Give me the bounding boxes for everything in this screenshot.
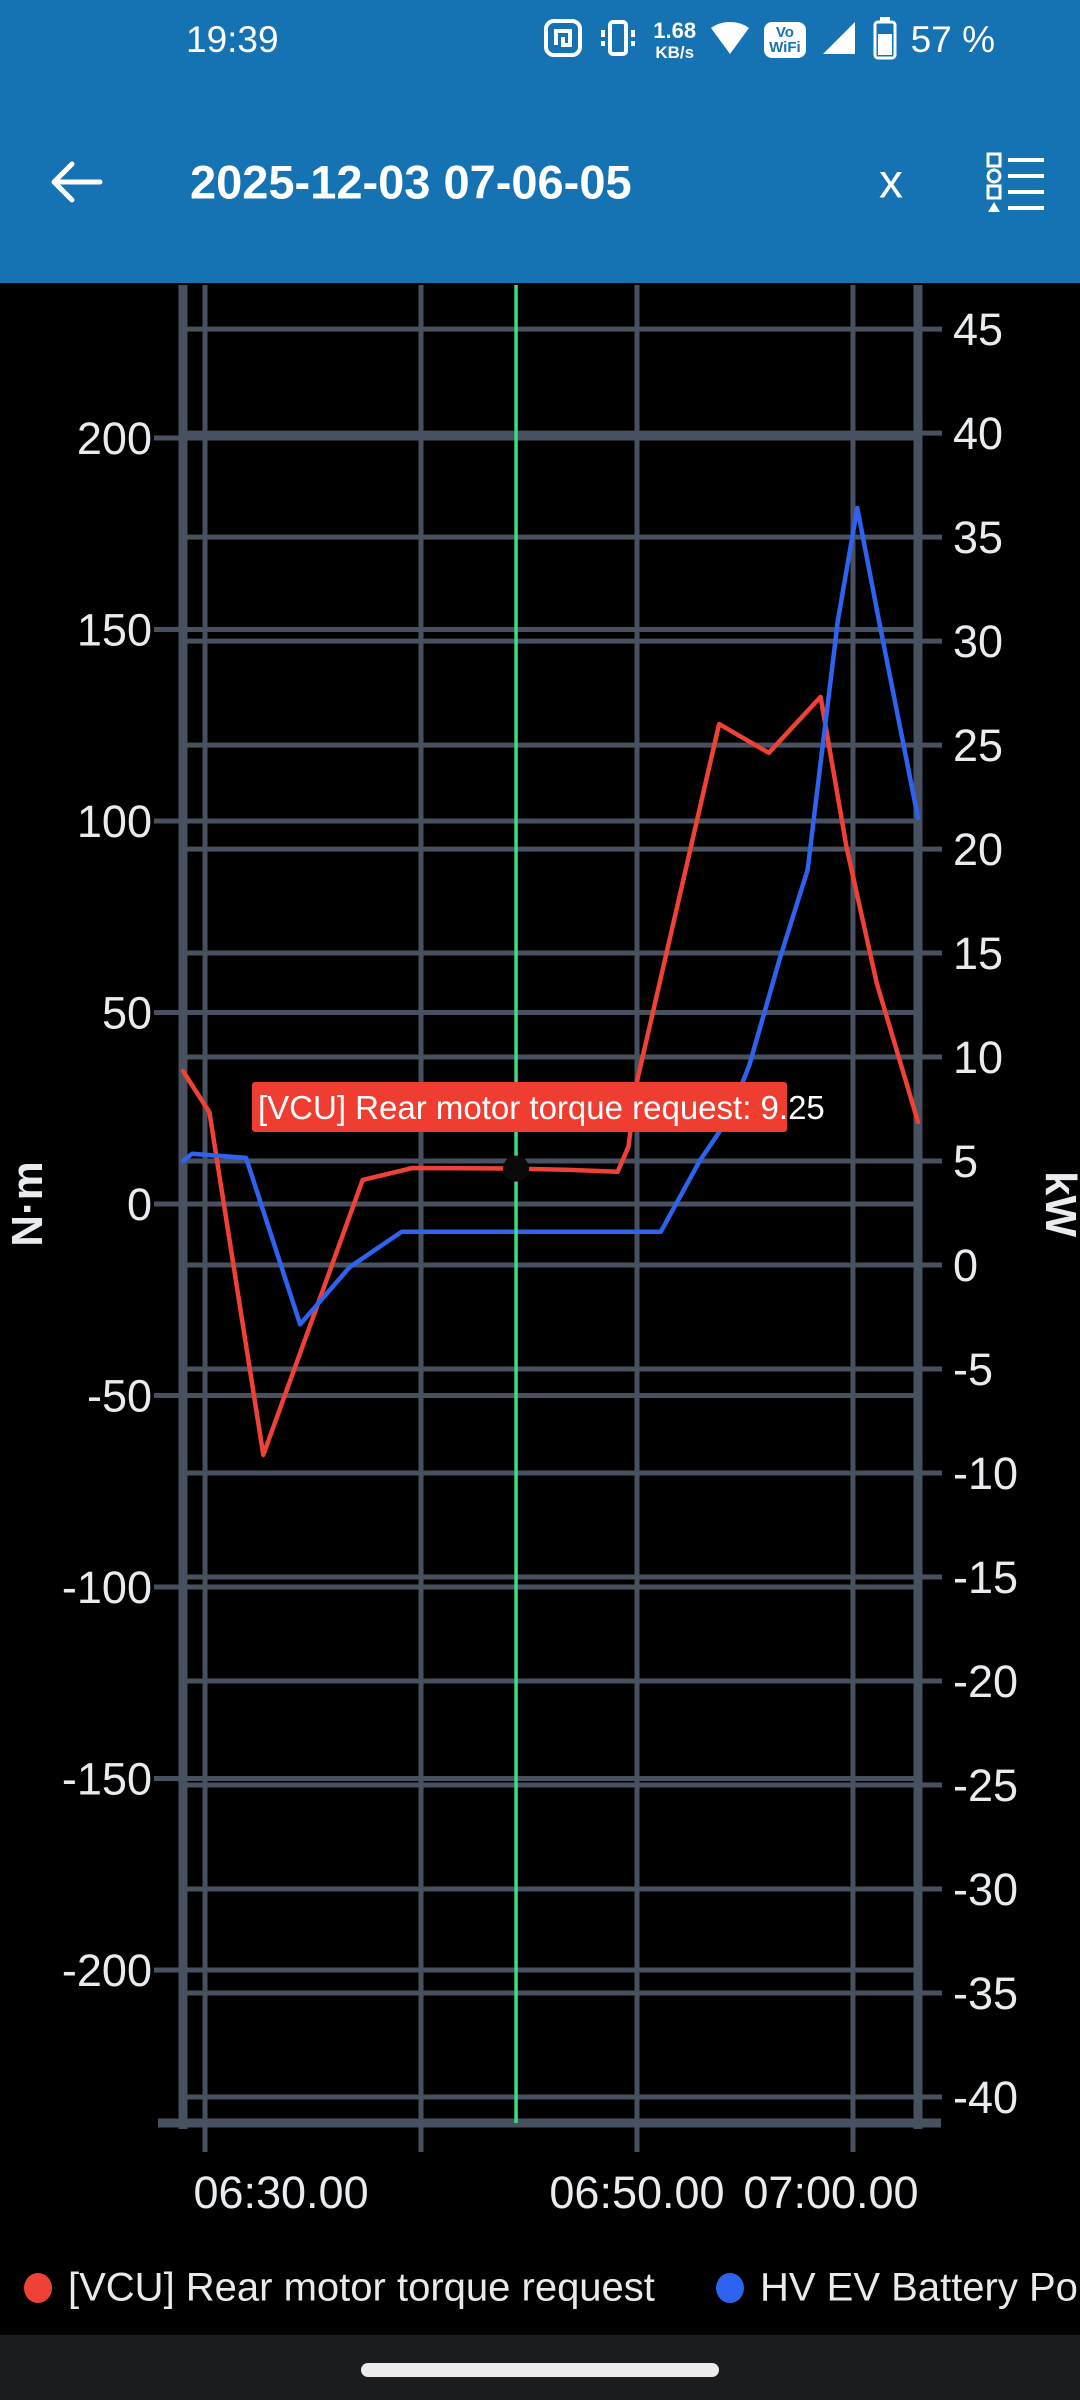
- y-right-tick-label: -5: [953, 1344, 993, 1395]
- network-speed: 1.68 KB/s: [653, 17, 697, 62]
- legend-item-torque[interactable]: [VCU] Rear motor torque request: [68, 2265, 655, 2309]
- nfc-icon: [543, 18, 583, 63]
- y-right-tick-label: 35: [953, 512, 1003, 563]
- y-left-axis-title: N·m: [3, 1161, 52, 1247]
- series-line-0[interactable]: [180, 694, 921, 1458]
- y-right-tick-label: -15: [953, 1552, 1018, 1603]
- y-left-tick-label: 100: [77, 796, 152, 847]
- vibrate-icon: [596, 16, 640, 65]
- y-right-tick-label: -20: [953, 1656, 1018, 1707]
- cursor-marker-dot[interactable]: [503, 1155, 530, 1182]
- y-right-tick-label: 15: [953, 928, 1003, 979]
- network-speed-unit: KB/s: [655, 42, 695, 62]
- status-bar: 19:39 1.68 KB/s Vo WiFi: [0, 0, 1080, 80]
- arrow-left-icon: [51, 161, 103, 202]
- legend-dot-blue: [716, 2272, 744, 2303]
- y-right-tick-label: 30: [953, 616, 1003, 667]
- gesture-nav-handle[interactable]: [361, 2363, 719, 2377]
- x-tick-label: 07:00.00: [743, 2167, 918, 2218]
- vowifi-line2: WiFi: [769, 39, 801, 56]
- y-right-tick-label: -10: [953, 1448, 1018, 1499]
- y-right-tick-label: -30: [953, 1864, 1018, 1915]
- tooltip-text: [VCU] Rear motor torque request: 9.25: [258, 1089, 825, 1126]
- y-left-tick-label: -50: [87, 1370, 152, 1421]
- y-right-tick-label: 0: [953, 1240, 978, 1291]
- y-left-tick-label: 0: [127, 1179, 152, 1230]
- chart-svg[interactable]: 200150100500-50-100-150-2004540353025201…: [0, 283, 1080, 2240]
- y-right-tick-label: -40: [953, 2072, 1018, 2123]
- y-right-tick-label: 10: [953, 1032, 1003, 1083]
- y-right-tick-label: 5: [953, 1136, 978, 1187]
- vowifi-line1: Vo: [775, 24, 794, 41]
- wifi-icon: [709, 20, 751, 61]
- y-left-tick-label: 200: [77, 413, 152, 464]
- x-tick-label: 06:50.00: [549, 2167, 724, 2218]
- y-right-tick-label: -25: [953, 1760, 1018, 1811]
- y-right-tick-label: 25: [953, 720, 1003, 771]
- y-left-tick-label: -200: [62, 1945, 152, 1996]
- gesture-nav-bar: [0, 2335, 1080, 2400]
- y-left-tick-label: 50: [102, 988, 152, 1039]
- battery-percent: 57 %: [910, 19, 995, 60]
- y-right-tick-label: 20: [953, 824, 1003, 875]
- x-tick-label: 06:30.00: [193, 2167, 368, 2218]
- y-right-axis-title: kW: [1036, 1171, 1080, 1237]
- y-left-tick-label: -100: [62, 1562, 152, 1613]
- page-title: 2025-12-03 07-06-05: [190, 155, 632, 208]
- legend-dot-red: [24, 2272, 52, 2303]
- chart-area[interactable]: 200 150 100 50 0 -50 -100 -150 -200 45 40 35 30 25 20 1…: [0, 283, 1080, 2240]
- y-left-tick-label: -150: [62, 1753, 152, 1804]
- series-list-icon: [986, 152, 1044, 212]
- y-right-tick-label: 45: [953, 304, 1003, 355]
- battery-icon: [872, 16, 898, 65]
- chart-legend: [VCU] Rear motor torque request HV EV Ba…: [0, 2240, 1080, 2335]
- vowifi-badge: Vo WiFi: [764, 22, 806, 58]
- app-bar: 2025-12-03 07-06-05 x: [0, 80, 1080, 283]
- series-line-1[interactable]: [180, 505, 921, 1327]
- y-right-tick-label: -35: [953, 1968, 1018, 2019]
- network-speed-value: 1.68: [653, 17, 697, 43]
- close-button[interactable]: x: [879, 155, 903, 208]
- y-left-tick-label: 150: [77, 605, 152, 656]
- legend-item-battery-power[interactable]: HV EV Battery Po: [760, 2265, 1078, 2309]
- status-time: 19:39: [186, 19, 279, 60]
- back-button[interactable]: [46, 152, 106, 212]
- tooltip-box: [252, 1082, 787, 1132]
- status-icons: 1.68 KB/s Vo WiFi 57 %: [543, 0, 995, 80]
- y-right-tick-label: 40: [953, 408, 1003, 459]
- cell-signal-icon: [819, 20, 859, 61]
- series-list-button[interactable]: [984, 150, 1048, 214]
